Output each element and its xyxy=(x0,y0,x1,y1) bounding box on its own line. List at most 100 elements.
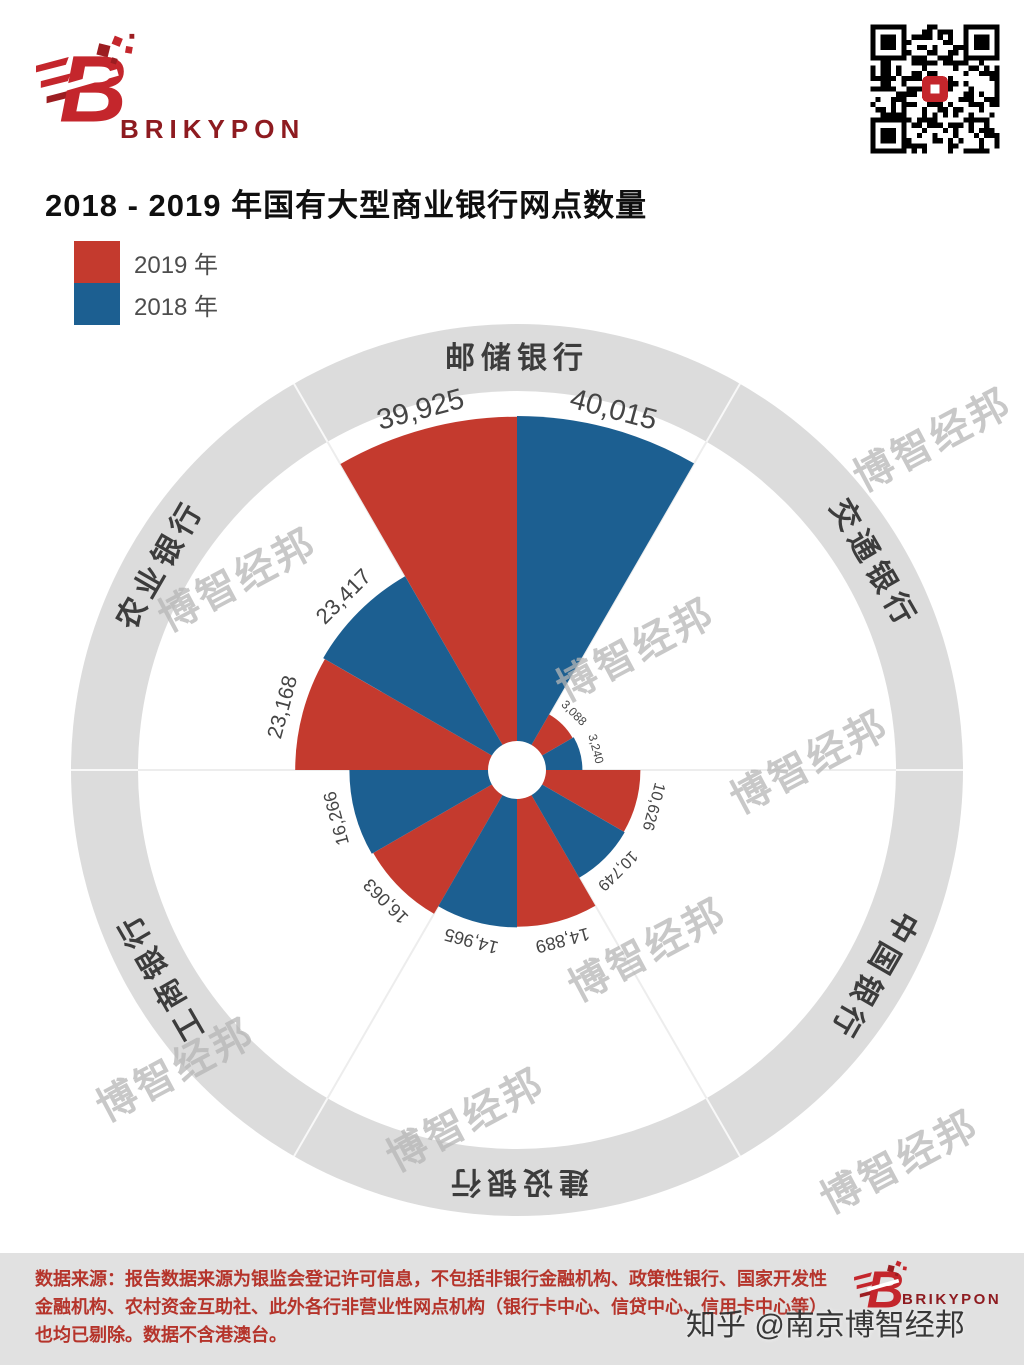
qr-module xyxy=(916,117,923,123)
qr-module xyxy=(968,101,974,108)
qr-module xyxy=(932,60,938,66)
brikypon-b-icon: B xyxy=(36,33,135,140)
qr-module xyxy=(927,24,933,30)
qr-module xyxy=(916,70,923,77)
qr-module xyxy=(953,45,959,51)
qr-module xyxy=(880,76,886,82)
qr-module xyxy=(875,86,881,92)
qr-module xyxy=(885,70,892,77)
qr-module xyxy=(968,65,974,71)
qr-module xyxy=(978,148,985,154)
sector-divider xyxy=(516,769,708,1099)
qr-module xyxy=(942,112,948,118)
qr-module xyxy=(994,101,1000,108)
wedge-s1-c3 xyxy=(438,770,517,928)
qr-module xyxy=(973,34,990,51)
qr-module xyxy=(973,65,979,71)
qr-module xyxy=(880,60,886,66)
qr-module xyxy=(947,60,954,66)
qr-module xyxy=(906,117,912,123)
qr-module xyxy=(947,39,954,46)
qr-module xyxy=(880,34,897,51)
qr-module xyxy=(930,84,940,94)
qr-module xyxy=(911,101,917,108)
qr-module xyxy=(875,96,881,102)
qr-module xyxy=(922,55,928,61)
qr-module xyxy=(953,112,959,118)
qr-module xyxy=(978,101,985,108)
qr-module xyxy=(906,101,912,108)
sector-divider-outer xyxy=(705,1097,741,1157)
qr-module xyxy=(896,96,902,102)
qr-module xyxy=(947,101,954,108)
qr-module xyxy=(932,101,938,108)
qr-module xyxy=(927,122,933,128)
qr-module xyxy=(989,112,995,118)
qr-module xyxy=(922,112,928,118)
qr-module xyxy=(984,127,990,133)
qr-module xyxy=(937,122,943,128)
qr-module xyxy=(911,122,917,128)
qr-module xyxy=(942,55,948,61)
qr-module xyxy=(911,60,917,66)
qr-module xyxy=(963,70,969,77)
qr-module xyxy=(958,122,964,128)
qr-module xyxy=(885,60,892,66)
qr-module xyxy=(963,117,969,123)
qr-module xyxy=(937,138,943,144)
qr-module xyxy=(901,112,907,118)
qr-module xyxy=(953,60,959,66)
qr-module xyxy=(927,101,933,108)
qr-module xyxy=(937,55,943,61)
qr-module xyxy=(984,117,990,123)
qr-module xyxy=(937,101,943,108)
footer-brikypon-logo: B BRIKYPON xyxy=(854,1257,1014,1327)
wedge-s1-c4 xyxy=(349,770,517,854)
qr-module xyxy=(989,101,995,108)
sector-divider xyxy=(326,441,518,771)
qr-module xyxy=(994,81,1000,87)
qr-module xyxy=(885,76,892,82)
qr-module xyxy=(911,55,917,61)
footer-bar: 数据来源：报告数据来源为银监会登记许可信息，不包括非银行金融机构、政策性银行、国… xyxy=(0,1253,1024,1365)
legend-label-2019: 2019 年 xyxy=(134,251,219,279)
qr-module xyxy=(911,143,917,149)
sector-divider-outer xyxy=(293,1097,329,1157)
qr-module xyxy=(896,112,902,118)
wedge-s0-c2 xyxy=(517,770,641,832)
wedge-s0-c0 xyxy=(340,416,517,770)
qr-module xyxy=(932,132,938,139)
qr-module xyxy=(947,29,954,35)
qr-module xyxy=(968,96,974,102)
category-label-0: 邮储银行 xyxy=(445,342,589,375)
qr-module xyxy=(953,65,959,71)
legend-item-2018: 2018 年 xyxy=(74,283,218,325)
qr-module xyxy=(994,132,1000,139)
qr-module xyxy=(916,86,923,92)
qr-module xyxy=(947,122,954,128)
qr-module xyxy=(968,122,974,128)
qr-module xyxy=(968,112,974,118)
qr-module xyxy=(906,91,912,97)
qr-module xyxy=(978,60,985,66)
qr-module xyxy=(885,86,892,92)
qr-module xyxy=(932,138,938,144)
qr-module xyxy=(947,34,954,40)
brikypon-logo: B BRIKYPON xyxy=(36,28,356,148)
qr-module xyxy=(896,70,902,77)
qr-module xyxy=(906,50,912,56)
qr-module xyxy=(984,132,990,139)
qr-module xyxy=(994,138,1000,144)
qr-module xyxy=(885,65,892,71)
qr-module xyxy=(922,29,928,35)
qr-module xyxy=(906,76,912,82)
qr-module xyxy=(947,81,954,87)
qr-module xyxy=(932,50,938,56)
qr-module xyxy=(870,86,876,92)
qr-module xyxy=(880,112,886,118)
page-title: 2018 - 2019 年国有大型商业银行网点数量 xyxy=(45,188,648,223)
qr-module xyxy=(891,101,897,108)
zhihu-watermark: 知乎 @南京博智经邦 xyxy=(686,1309,965,1342)
qr-module xyxy=(989,132,995,139)
